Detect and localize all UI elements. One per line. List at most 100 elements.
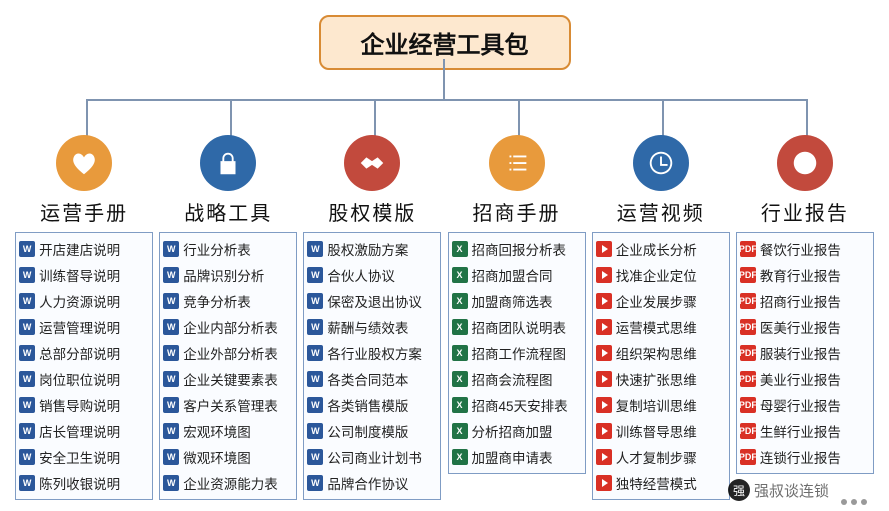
list-item-label: 微观环境图 — [183, 447, 251, 467]
list-item-label: 人才复制步骤 — [616, 447, 697, 467]
list-item[interactable]: PDF母婴行业报告 — [740, 392, 870, 418]
list-item[interactable]: W客户关系管理表 — [163, 392, 293, 418]
list-item-label: 品牌合作协议 — [327, 473, 408, 493]
list-item[interactable]: W人力资源说明 — [19, 288, 149, 314]
video-file-icon — [596, 449, 612, 465]
list-item[interactable]: 人才复制步骤 — [596, 444, 726, 470]
pdf-file-icon: PDF — [740, 397, 756, 413]
file-list: PDF餐饮行业报告PDF教育行业报告PDF招商行业报告PDF医美行业报告PDF服… — [736, 232, 874, 474]
list-item[interactable]: PDF生鲜行业报告 — [740, 418, 870, 444]
list-item[interactable]: W品牌合作协议 — [307, 470, 437, 496]
list-item[interactable]: W安全卫生说明 — [19, 444, 149, 470]
list-item[interactable]: 企业发展步骤 — [596, 288, 726, 314]
file-list: W股权激励方案W合伙人协议W保密及退出协议W薪酬与绩效表W各行业股权方案W各类合… — [303, 232, 441, 500]
list-item[interactable]: PDF美业行业报告 — [740, 366, 870, 392]
list-item[interactable]: W品牌识别分析 — [163, 262, 293, 288]
list-item[interactable]: 组织架构思维 — [596, 340, 726, 366]
list-item-label: 企业成长分析 — [616, 239, 697, 259]
list-item[interactable]: W店长管理说明 — [19, 418, 149, 444]
word-file-icon: W — [307, 397, 323, 413]
list-item[interactable]: 复制培训思维 — [596, 392, 726, 418]
list-item[interactable]: 独特经营模式 — [596, 470, 726, 496]
list-item[interactable]: 运营模式思维 — [596, 314, 726, 340]
list-item[interactable]: W训练督导说明 — [19, 262, 149, 288]
list-item[interactable]: W销售导购说明 — [19, 392, 149, 418]
excel-file-icon: X — [452, 423, 468, 439]
list-item[interactable]: W开店建店说明 — [19, 236, 149, 262]
list-item[interactable]: PDF餐饮行业报告 — [740, 236, 870, 262]
list-item[interactable]: W企业外部分析表 — [163, 340, 293, 366]
list-item[interactable]: X招商会流程图 — [452, 366, 582, 392]
list-item-label: 陈列收银说明 — [39, 473, 120, 493]
list-item[interactable]: W总部分部说明 — [19, 340, 149, 366]
list-item[interactable]: W企业内部分析表 — [163, 314, 293, 340]
list-item[interactable]: W行业分析表 — [163, 236, 293, 262]
list-item[interactable]: X招商加盟合同 — [452, 262, 582, 288]
list-item[interactable]: W合伙人协议 — [307, 262, 437, 288]
list-item-label: 客户关系管理表 — [183, 395, 278, 415]
handshake-icon — [344, 135, 400, 191]
list-item[interactable]: PDF招商行业报告 — [740, 288, 870, 314]
list-item[interactable]: X招商回报分析表 — [452, 236, 582, 262]
list-item-label: 宏观环境图 — [183, 421, 251, 441]
list-item[interactable]: W企业关键要素表 — [163, 366, 293, 392]
list-item[interactable]: W陈列收银说明 — [19, 470, 149, 496]
pdf-file-icon: PDF — [740, 319, 756, 335]
list-item-label: 运营模式思维 — [616, 317, 697, 337]
word-file-icon: W — [307, 423, 323, 439]
list-item[interactable]: 训练督导思维 — [596, 418, 726, 444]
list-item[interactable]: W薪酬与绩效表 — [307, 314, 437, 340]
list-item[interactable]: W运营管理说明 — [19, 314, 149, 340]
list-item-label: 各类合同范本 — [327, 369, 408, 389]
list-item-label: 加盟商申请表 — [472, 447, 553, 467]
list-item[interactable]: W岗位职位说明 — [19, 366, 149, 392]
list-item[interactable]: W各类销售模版 — [307, 392, 437, 418]
list-item[interactable]: W竞争分析表 — [163, 288, 293, 314]
list-item-label: 店长管理说明 — [39, 421, 120, 441]
list-item[interactable]: X加盟商申请表 — [452, 444, 582, 470]
list-item-label: 薪酬与绩效表 — [327, 317, 408, 337]
list-item-label: 开店建店说明 — [39, 239, 120, 259]
pdf-file-icon: PDF — [740, 449, 756, 465]
list-item[interactable]: PDF医美行业报告 — [740, 314, 870, 340]
watermark: 强 强叔谈连锁 — [728, 479, 829, 501]
list-item-label: 人力资源说明 — [39, 291, 120, 311]
list-item-label: 运营管理说明 — [39, 317, 120, 337]
list-item[interactable]: X招商团队说明表 — [452, 314, 582, 340]
list-item-label: 安全卫生说明 — [39, 447, 120, 467]
pagination-dots — [841, 499, 867, 505]
list-item[interactable]: W公司商业计划书 — [307, 444, 437, 470]
list-item[interactable]: W微观环境图 — [163, 444, 293, 470]
list-item[interactable]: W企业资源能力表 — [163, 470, 293, 496]
file-list: W行业分析表W品牌识别分析W竞争分析表W企业内部分析表W企业外部分析表W企业关键… — [159, 232, 297, 500]
list-item[interactable]: X加盟商筛选表 — [452, 288, 582, 314]
category-title: 战略工具 — [184, 197, 272, 226]
list-item[interactable]: W股权激励方案 — [307, 236, 437, 262]
list-item[interactable]: 快速扩张思维 — [596, 366, 726, 392]
list-item[interactable]: PDF教育行业报告 — [740, 262, 870, 288]
list-item[interactable]: W宏观环境图 — [163, 418, 293, 444]
list-item[interactable]: W公司制度模版 — [307, 418, 437, 444]
list-item-label: 岗位职位说明 — [39, 369, 120, 389]
list-item-label: 美业行业报告 — [760, 369, 841, 389]
list-item[interactable]: W保密及退出协议 — [307, 288, 437, 314]
list-item-label: 组织架构思维 — [616, 343, 697, 363]
list-icon — [489, 135, 545, 191]
list-item[interactable]: PDF服装行业报告 — [740, 340, 870, 366]
category-column: 运营视频企业成长分析找准企业定位企业发展步骤运营模式思维组织架构思维快速扩张思维… — [591, 135, 731, 500]
list-item[interactable]: X分析招商加盟 — [452, 418, 582, 444]
word-file-icon: W — [19, 267, 35, 283]
word-file-icon: W — [307, 475, 323, 491]
list-item[interactable]: PDF连锁行业报告 — [740, 444, 870, 470]
list-item[interactable]: X招商工作流程图 — [452, 340, 582, 366]
list-item[interactable]: 找准企业定位 — [596, 262, 726, 288]
list-item[interactable]: X招商45天安排表 — [452, 392, 582, 418]
list-item-label: 企业外部分析表 — [183, 343, 278, 363]
list-item-label: 快速扩张思维 — [616, 369, 697, 389]
word-file-icon: W — [19, 423, 35, 439]
list-item[interactable]: 企业成长分析 — [596, 236, 726, 262]
list-item[interactable]: W各行业股权方案 — [307, 340, 437, 366]
word-file-icon: W — [307, 345, 323, 361]
list-item-label: 企业内部分析表 — [183, 317, 278, 337]
list-item[interactable]: W各类合同范本 — [307, 366, 437, 392]
